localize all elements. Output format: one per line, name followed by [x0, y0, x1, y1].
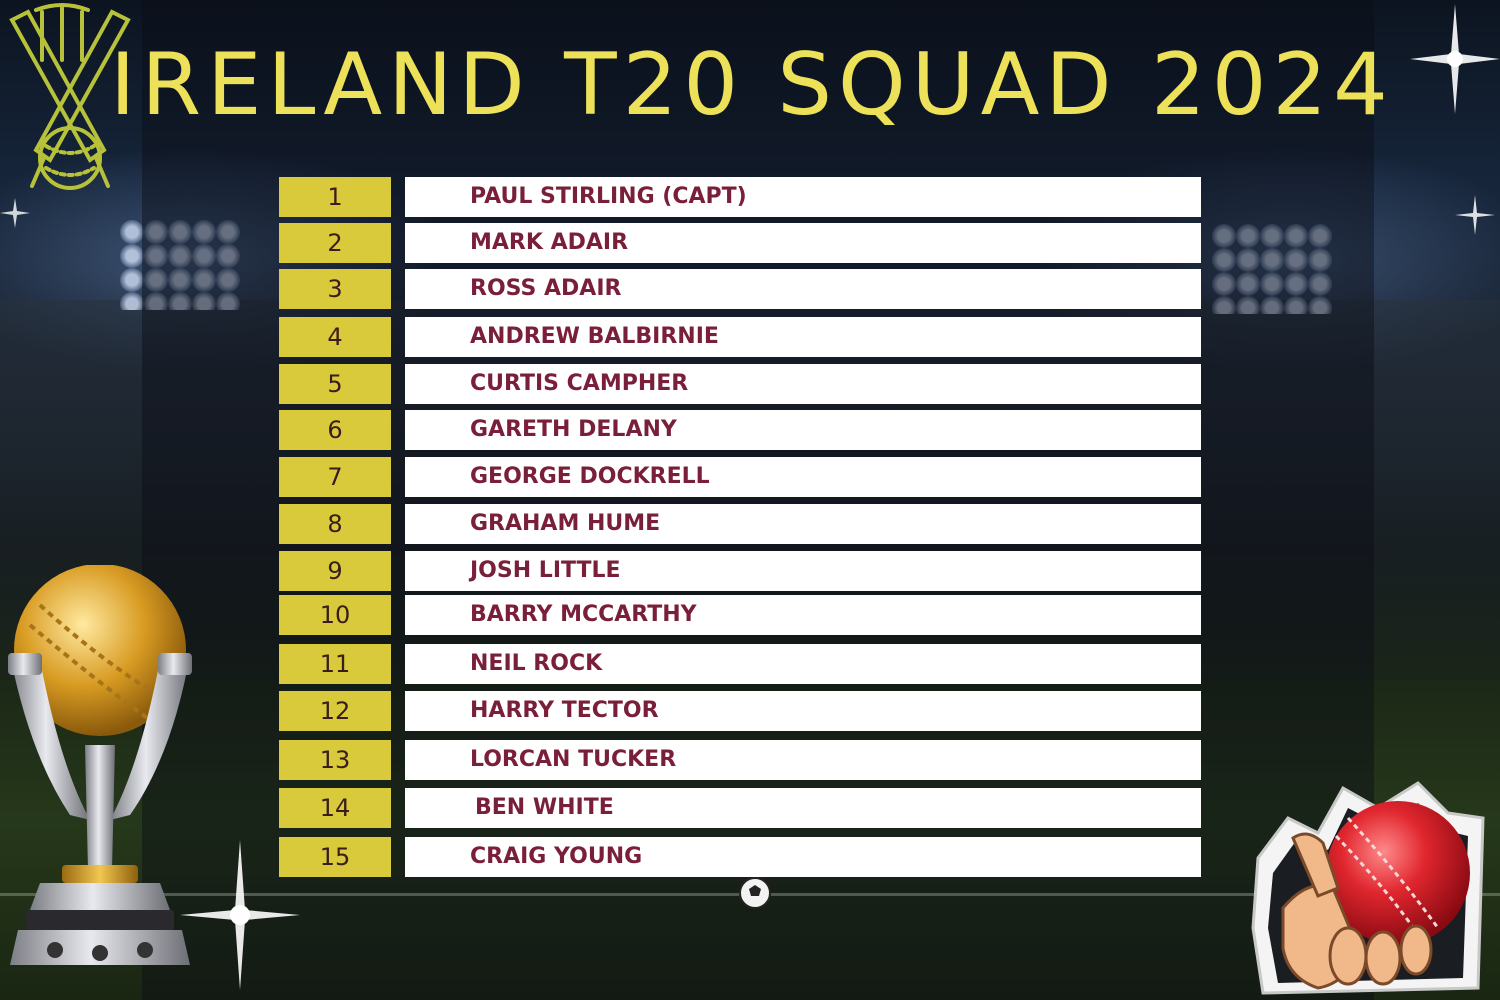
player-name: GEORGE DOCKRELL [470, 464, 710, 489]
player-name: PAUL STIRLING (CAPT) [470, 184, 747, 209]
squad-row: 1 PAUL STIRLING (CAPT) [279, 177, 1201, 217]
hand-holding-cricket-ball-icon [1251, 781, 1485, 995]
player-name: ANDREW BALBIRNIE [470, 324, 719, 349]
squad-row: 13 LORCAN TUCKER [279, 740, 1201, 780]
football-icon [739, 877, 771, 909]
squad-row: 4 ANDREW BALBIRNIE [279, 317, 1201, 357]
squad-row: 11 NEIL ROCK [279, 644, 1201, 684]
player-name: HARRY TECTOR [470, 698, 659, 723]
sparkle-icon [1455, 195, 1495, 235]
player-name: ROSS ADAIR [470, 276, 622, 301]
player-name: CRAIG YOUNG [470, 844, 643, 869]
squad-row: 9 JOSH LITTLE [279, 551, 1201, 591]
player-name: BARRY MCCARTHY [470, 602, 697, 627]
player-name: LORCAN TUCKER [470, 747, 677, 772]
player-name: MARK ADAIR [470, 230, 629, 255]
player-name-cell: PAUL STIRLING (CAPT) [405, 177, 1201, 217]
player-name: JOSH LITTLE [470, 558, 621, 583]
player-name-cell: NEIL ROCK [405, 644, 1201, 684]
player-number: 1 [279, 177, 391, 217]
squad-row: 2 MARK ADAIR [279, 223, 1201, 263]
player-number: 13 [279, 740, 391, 780]
squad-row: 8 GRAHAM HUME [279, 504, 1201, 544]
player-name-cell: GEORGE DOCKRELL [405, 457, 1201, 497]
floodlight-right [1212, 224, 1332, 314]
player-number: 12 [279, 691, 391, 731]
player-name: GRAHAM HUME [470, 511, 661, 536]
player-number: 7 [279, 457, 391, 497]
floodlight-left [120, 220, 240, 310]
player-name: CURTIS CAMPHER [470, 371, 689, 396]
player-name: BEN WHITE [475, 795, 614, 820]
player-name-cell: CURTIS CAMPHER [405, 364, 1201, 404]
squad-row: 15 CRAIG YOUNG [279, 837, 1201, 877]
player-name-cell: JOSH LITTLE [405, 551, 1201, 591]
player-name: GARETH DELANY [470, 417, 677, 442]
player-name-cell: MARK ADAIR [405, 223, 1201, 263]
player-name-cell: LORCAN TUCKER [405, 740, 1201, 780]
sparkle-icon [180, 840, 300, 990]
player-number: 10 [279, 595, 391, 635]
player-name-cell: CRAIG YOUNG [405, 837, 1201, 877]
player-number: 4 [279, 317, 391, 357]
world-cup-trophy-icon [8, 565, 192, 965]
player-name-cell: GARETH DELANY [405, 410, 1201, 450]
squad-row: 10 BARRY MCCARTHY [279, 595, 1201, 635]
player-number: 14 [279, 788, 391, 828]
player-number: 5 [279, 364, 391, 404]
player-number: 15 [279, 837, 391, 877]
player-number: 8 [279, 504, 391, 544]
player-name-cell: BEN WHITE [405, 788, 1201, 828]
squad-row: 6 GARETH DELANY [279, 410, 1201, 450]
squad-row: 12 HARRY TECTOR [279, 691, 1201, 731]
player-name-cell: HARRY TECTOR [405, 691, 1201, 731]
player-name-cell: ROSS ADAIR [405, 269, 1201, 309]
background-panel [142, 0, 1374, 1000]
player-name-cell: ANDREW BALBIRNIE [405, 317, 1201, 357]
sparkle-icon [0, 198, 30, 228]
player-name: NEIL ROCK [470, 651, 603, 676]
squad-row: 7 GEORGE DOCKRELL [279, 457, 1201, 497]
squad-row: 3 ROSS ADAIR [279, 269, 1201, 309]
page-title: IRELAND T20 SQUAD 2024 [110, 35, 1394, 135]
player-number: 2 [279, 223, 391, 263]
sparkle-icon [1410, 4, 1500, 114]
player-number: 11 [279, 644, 391, 684]
player-number: 6 [279, 410, 391, 450]
player-name-cell: GRAHAM HUME [405, 504, 1201, 544]
squad-row: 5 CURTIS CAMPHER [279, 364, 1201, 404]
player-number: 3 [279, 269, 391, 309]
squad-row: 14 BEN WHITE [279, 788, 1201, 828]
player-number: 9 [279, 551, 391, 591]
player-name-cell: BARRY MCCARTHY [405, 595, 1201, 635]
cricket-bats-stumps-ball-icon [9, 3, 131, 190]
